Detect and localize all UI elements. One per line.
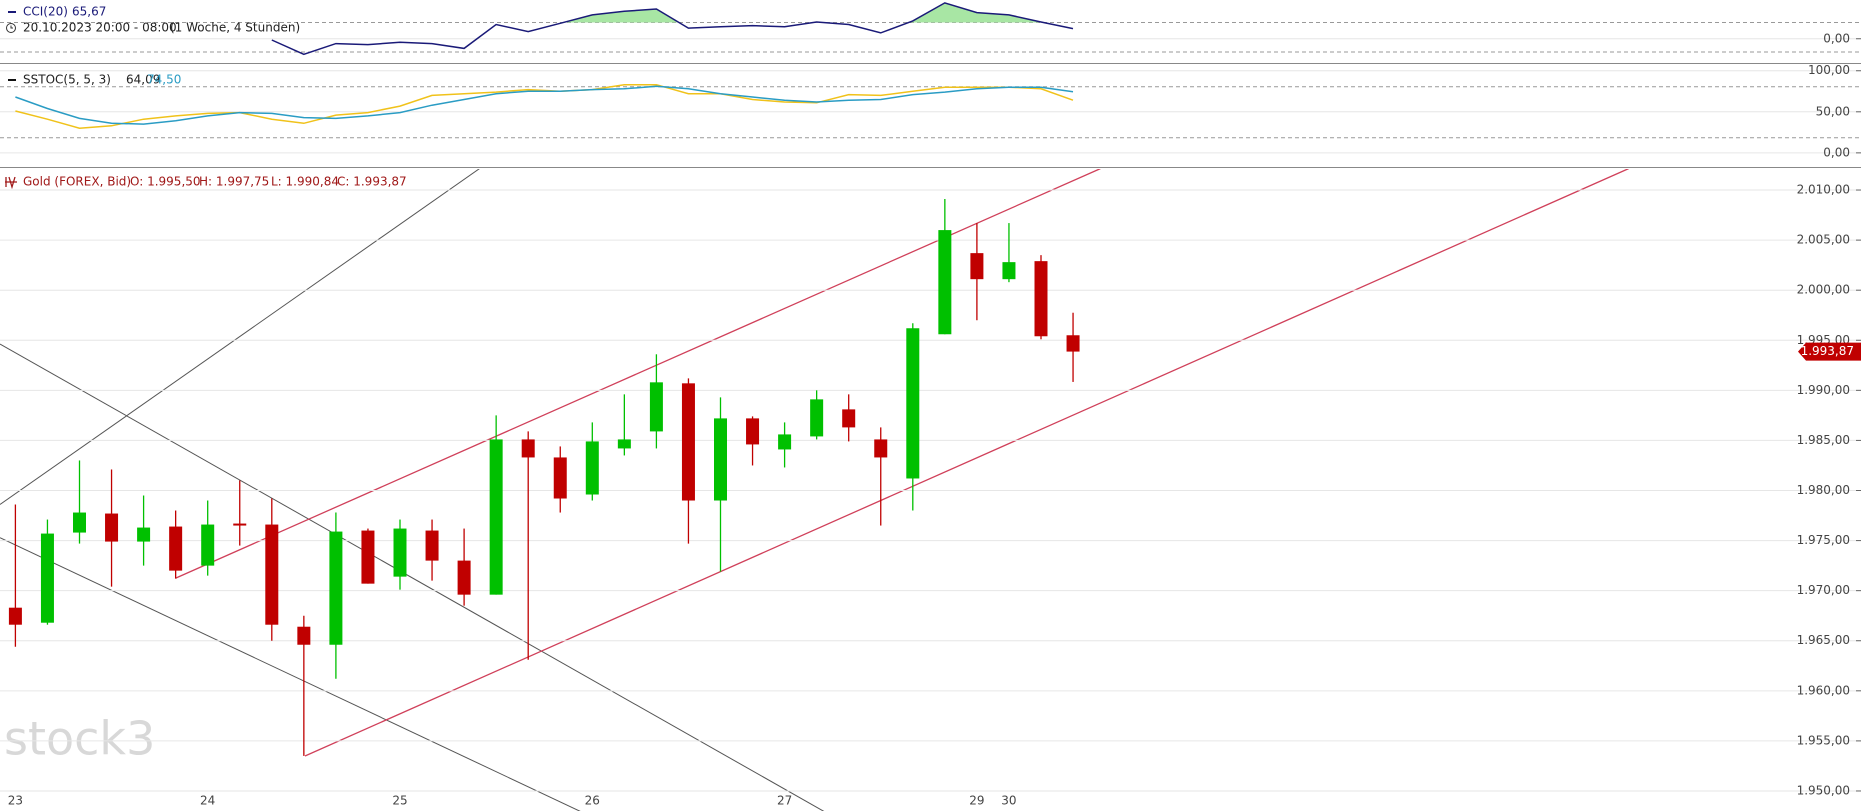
candle-body	[585, 441, 599, 495]
y-tick-label: 2.005,00	[1797, 233, 1850, 247]
y-tick-label: 100,00	[1808, 63, 1850, 77]
y-tick-label: 0,00	[1823, 31, 1850, 45]
indicator-value: 65,67	[72, 5, 106, 19]
trend-line	[0, 169, 480, 505]
candle-body	[906, 328, 920, 479]
overbought-fill	[271, 2, 1074, 23]
y-tick-label: 1.975,00	[1797, 533, 1850, 547]
candle-body	[137, 527, 151, 542]
candle-body	[617, 439, 631, 449]
instrument-icon	[5, 176, 17, 190]
candle-body	[297, 626, 311, 645]
candle-body	[489, 439, 503, 595]
candle-body	[425, 530, 439, 561]
candle-body	[681, 383, 695, 501]
indicator-line	[15, 83, 1074, 129]
channel-line	[304, 169, 1629, 757]
period: 20.10.2023 20:00 - 08:00	[23, 21, 177, 35]
x-tick-label: 29	[969, 794, 984, 808]
candle-body	[8, 607, 22, 625]
x-tick-label: 23	[8, 794, 23, 808]
candle-body	[233, 523, 247, 526]
candle-body	[746, 418, 760, 445]
candle-body	[1066, 335, 1080, 352]
ohlc-label: C: 1.993,87	[337, 175, 407, 189]
x-tick-label: 24	[200, 794, 215, 808]
candle-body	[73, 512, 86, 533]
y-tick-label: 1.960,00	[1797, 683, 1850, 697]
candle-body	[842, 409, 856, 428]
y-tick-label: 1.955,00	[1797, 733, 1850, 747]
candle-body	[393, 528, 407, 577]
x-tick-label: 27	[777, 794, 792, 808]
candle-body	[105, 513, 119, 542]
y-tick-label: 1.980,00	[1797, 483, 1850, 497]
clock-icon	[6, 23, 16, 33]
y-tick-label: 50,00	[1816, 104, 1850, 118]
ohlc-label: H: 1.997,75	[199, 175, 269, 189]
ohlc-label: L: 1.990,84	[271, 175, 339, 189]
y-tick-label: 0,00	[1823, 145, 1850, 159]
drawings	[0, 169, 1629, 811]
indicator-line	[15, 85, 1074, 125]
indicator-title: SSTOC(5, 5, 3)	[23, 73, 111, 87]
candle-body	[265, 524, 279, 625]
candle-body	[521, 439, 535, 458]
y-tick-label: 2.000,00	[1797, 283, 1850, 297]
resolution: (1 Woche, 4 Stunden)	[170, 21, 300, 35]
watermark: stock3	[4, 712, 155, 766]
indicator-value: 64,09	[126, 73, 160, 87]
indicator-line	[271, 2, 1074, 56]
candle-body	[714, 418, 727, 501]
y-tick-label: 1.970,00	[1797, 583, 1850, 597]
trend-line	[0, 343, 825, 811]
y-tick-label: 1.965,00	[1797, 633, 1850, 647]
ohlc-label: O: 1.995,50	[130, 175, 201, 189]
trend-line	[0, 537, 581, 811]
channel-line	[175, 169, 1101, 579]
y-tick-label: 1.985,00	[1797, 433, 1850, 447]
x-tick-label: 26	[585, 794, 600, 808]
clock-icon	[10, 25, 13, 29]
price-tag-label: 1.993,87	[1801, 344, 1854, 358]
instrument-title: Gold (FOREX, Bid)	[23, 175, 131, 189]
candle-body	[40, 533, 54, 623]
candle-body	[810, 399, 824, 437]
price-tag	[1798, 342, 1861, 361]
x-tick-label: 25	[392, 794, 407, 808]
candle-body	[1034, 261, 1048, 337]
indicator-value: 74,50	[147, 73, 181, 87]
candle-body	[553, 457, 567, 499]
candle-body	[201, 524, 215, 566]
y-tick-label: 1.990,00	[1797, 383, 1850, 397]
candle-body	[778, 434, 792, 450]
candle-body	[1002, 262, 1016, 280]
candle-body	[938, 230, 952, 335]
x-tick-label: 30	[1001, 794, 1016, 808]
candle-body	[329, 531, 343, 645]
candle-body	[361, 530, 375, 584]
candle-body	[169, 526, 183, 571]
candle-body	[970, 253, 984, 280]
y-tick-label: 2.010,00	[1797, 183, 1850, 197]
candle-body	[874, 439, 888, 458]
candle-body	[457, 560, 471, 595]
indicator-title: CCI(20)	[23, 5, 68, 19]
y-tick-label: 1.950,00	[1797, 783, 1850, 797]
candle-body	[649, 382, 663, 432]
